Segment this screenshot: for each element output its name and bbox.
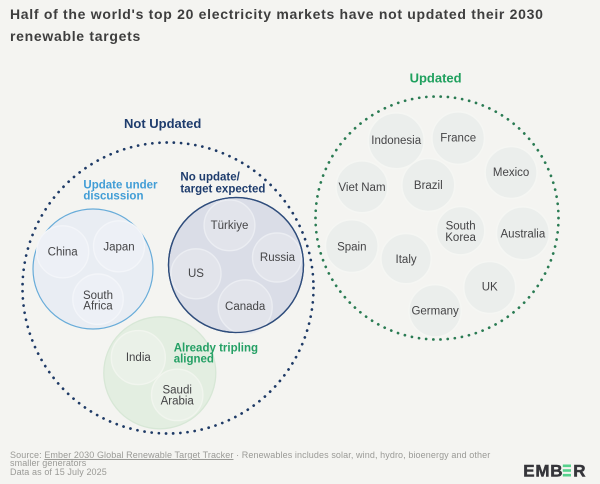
svg-text:discussion: discussion xyxy=(83,191,143,203)
svg-text:Canada: Canada xyxy=(225,301,266,313)
svg-text:Not Updated: Not Updated xyxy=(124,116,201,131)
svg-text:aligned: aligned xyxy=(174,353,214,365)
svg-text:South: South xyxy=(446,221,476,233)
svg-text:EMB: EMB xyxy=(523,462,563,481)
svg-text:No update/: No update/ xyxy=(180,172,240,184)
svg-text:Saudi: Saudi xyxy=(162,385,191,397)
svg-text:Brazil: Brazil xyxy=(414,180,443,192)
svg-text:Viet Nam: Viet Nam xyxy=(338,182,385,194)
svg-text:Australia: Australia xyxy=(501,228,546,240)
svg-text:Russia: Russia xyxy=(260,252,296,264)
svg-text:Updated: Updated xyxy=(410,71,462,86)
svg-text:Update under: Update under xyxy=(83,180,158,192)
svg-text:India: India xyxy=(126,352,152,364)
svg-text:Indonesia: Indonesia xyxy=(371,135,421,147)
svg-text:China: China xyxy=(48,247,79,259)
svg-text:Mexico: Mexico xyxy=(493,167,529,179)
svg-text:UK: UK xyxy=(482,281,498,293)
svg-text:Africa: Africa xyxy=(83,301,113,313)
svg-text:target expected: target expected xyxy=(180,184,265,196)
svg-text:US: US xyxy=(188,268,204,280)
svg-text:Italy: Italy xyxy=(396,254,417,266)
svg-text:R: R xyxy=(573,462,585,481)
svg-text:Already tripling: Already tripling xyxy=(174,342,258,354)
svg-text:Japan: Japan xyxy=(103,241,134,253)
svg-text:Spain: Spain xyxy=(337,241,366,253)
svg-text:Türkiye: Türkiye xyxy=(211,220,249,232)
svg-text:France: France xyxy=(440,132,476,144)
svg-text:Germany: Germany xyxy=(411,306,459,318)
svg-text:Korea: Korea xyxy=(445,232,476,244)
svg-text:South: South xyxy=(83,290,113,302)
svg-text:Arabia: Arabia xyxy=(161,395,195,407)
